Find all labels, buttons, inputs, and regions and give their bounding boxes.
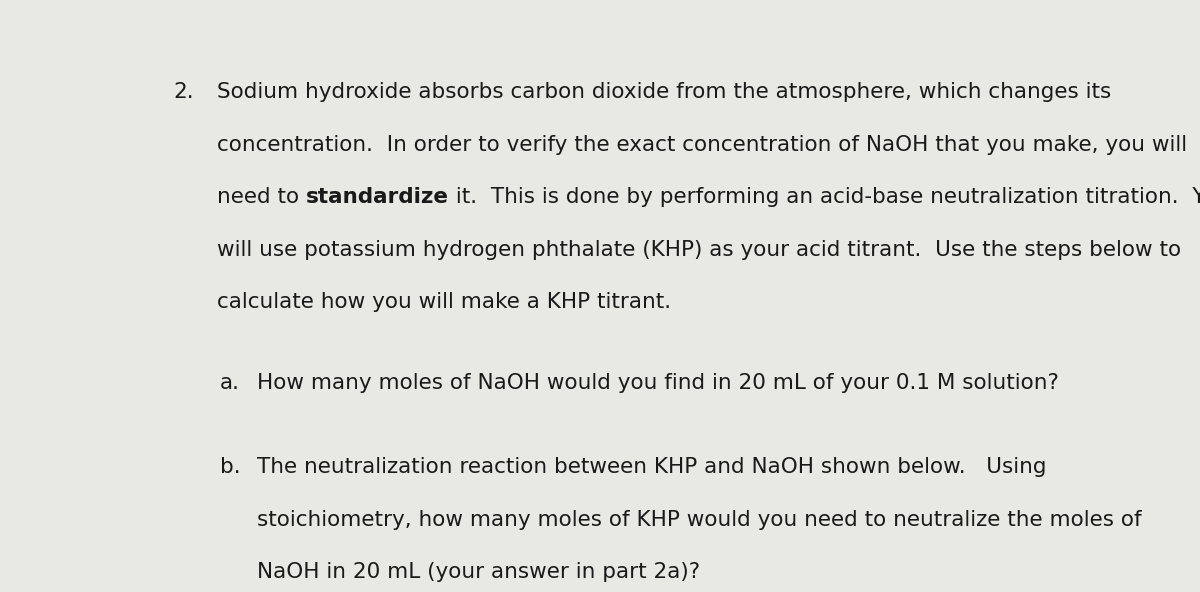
Text: stoichiometry, how many moles of KHP would you need to neutralize the moles of: stoichiometry, how many moles of KHP wou… [257, 510, 1141, 530]
Text: it.  This is done by performing an acid-base neutralization titration.  You: it. This is done by performing an acid-b… [449, 187, 1200, 207]
Text: calculate how you will make a KHP titrant.: calculate how you will make a KHP titran… [217, 292, 671, 312]
Text: a.: a. [220, 374, 240, 393]
Text: Sodium hydroxide absorbs carbon dioxide from the atmosphere, which changes its: Sodium hydroxide absorbs carbon dioxide … [217, 82, 1111, 102]
Text: need to: need to [217, 187, 306, 207]
Text: will use potassium hydrogen phthalate (KHP) as your acid titrant.  Use the steps: will use potassium hydrogen phthalate (K… [217, 240, 1181, 260]
Text: concentration.  In order to verify the exact concentration of NaOH that you make: concentration. In order to verify the ex… [217, 135, 1187, 155]
Text: How many moles of NaOH would you find in 20 mL of your 0.1 M solution?: How many moles of NaOH would you find in… [257, 374, 1058, 393]
Text: b.: b. [220, 457, 240, 477]
Text: NaOH in 20 mL (your answer in part 2a)?: NaOH in 20 mL (your answer in part 2a)? [257, 562, 700, 582]
Text: 2.: 2. [173, 82, 194, 102]
Text: The neutralization reaction between KHP and NaOH shown below.   Using: The neutralization reaction between KHP … [257, 457, 1046, 477]
Text: standardize: standardize [306, 187, 449, 207]
